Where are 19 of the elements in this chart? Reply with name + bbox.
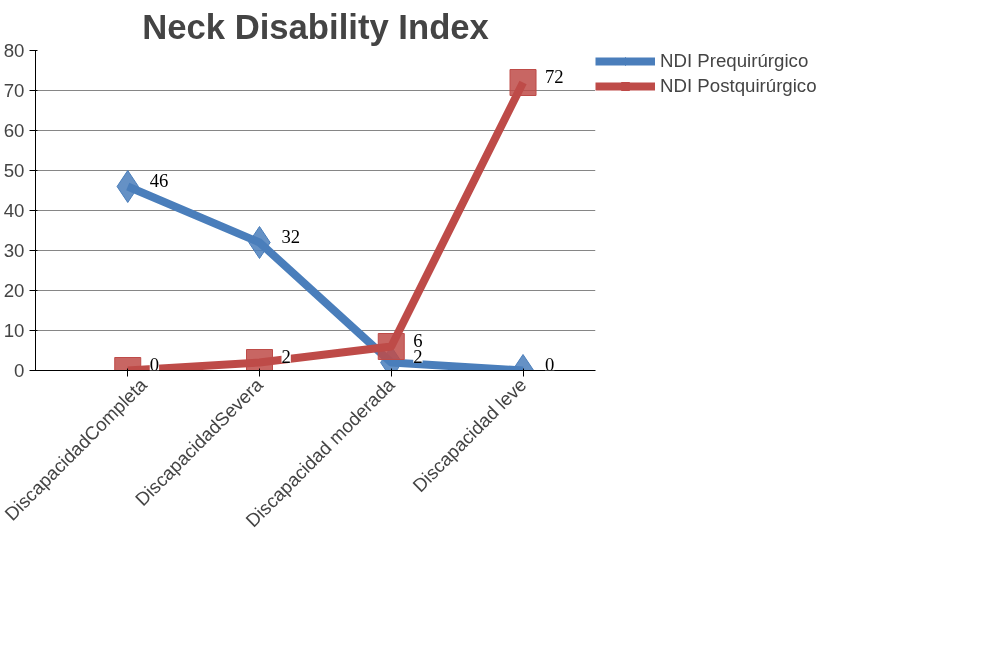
y-tick-label: 30 bbox=[3, 240, 25, 261]
data-label: 6 bbox=[413, 329, 423, 351]
y-tick-label: 60 bbox=[3, 120, 25, 141]
legend-label: NDI Prequirúrgico bbox=[660, 50, 809, 72]
data-label: 0 bbox=[149, 353, 160, 375]
data-label: 72 bbox=[545, 65, 564, 87]
legend-label: NDI Postquirúrgico bbox=[660, 75, 817, 97]
data-label: 0 bbox=[545, 353, 555, 375]
data-label: 46 bbox=[149, 169, 169, 191]
data-label: 2 bbox=[281, 345, 291, 367]
y-tick-label: 10 bbox=[3, 320, 25, 341]
y-tick-label: 50 bbox=[3, 160, 25, 181]
y-tick-label: 80 bbox=[3, 40, 25, 61]
chart-title: Neck Disability Index bbox=[142, 7, 490, 46]
data-label: 32 bbox=[281, 225, 301, 247]
y-tick-label: 40 bbox=[3, 200, 25, 221]
y-tick-label: 70 bbox=[3, 80, 25, 101]
y-tick-label: 20 bbox=[3, 280, 25, 301]
y-tick-label: 0 bbox=[14, 360, 25, 381]
